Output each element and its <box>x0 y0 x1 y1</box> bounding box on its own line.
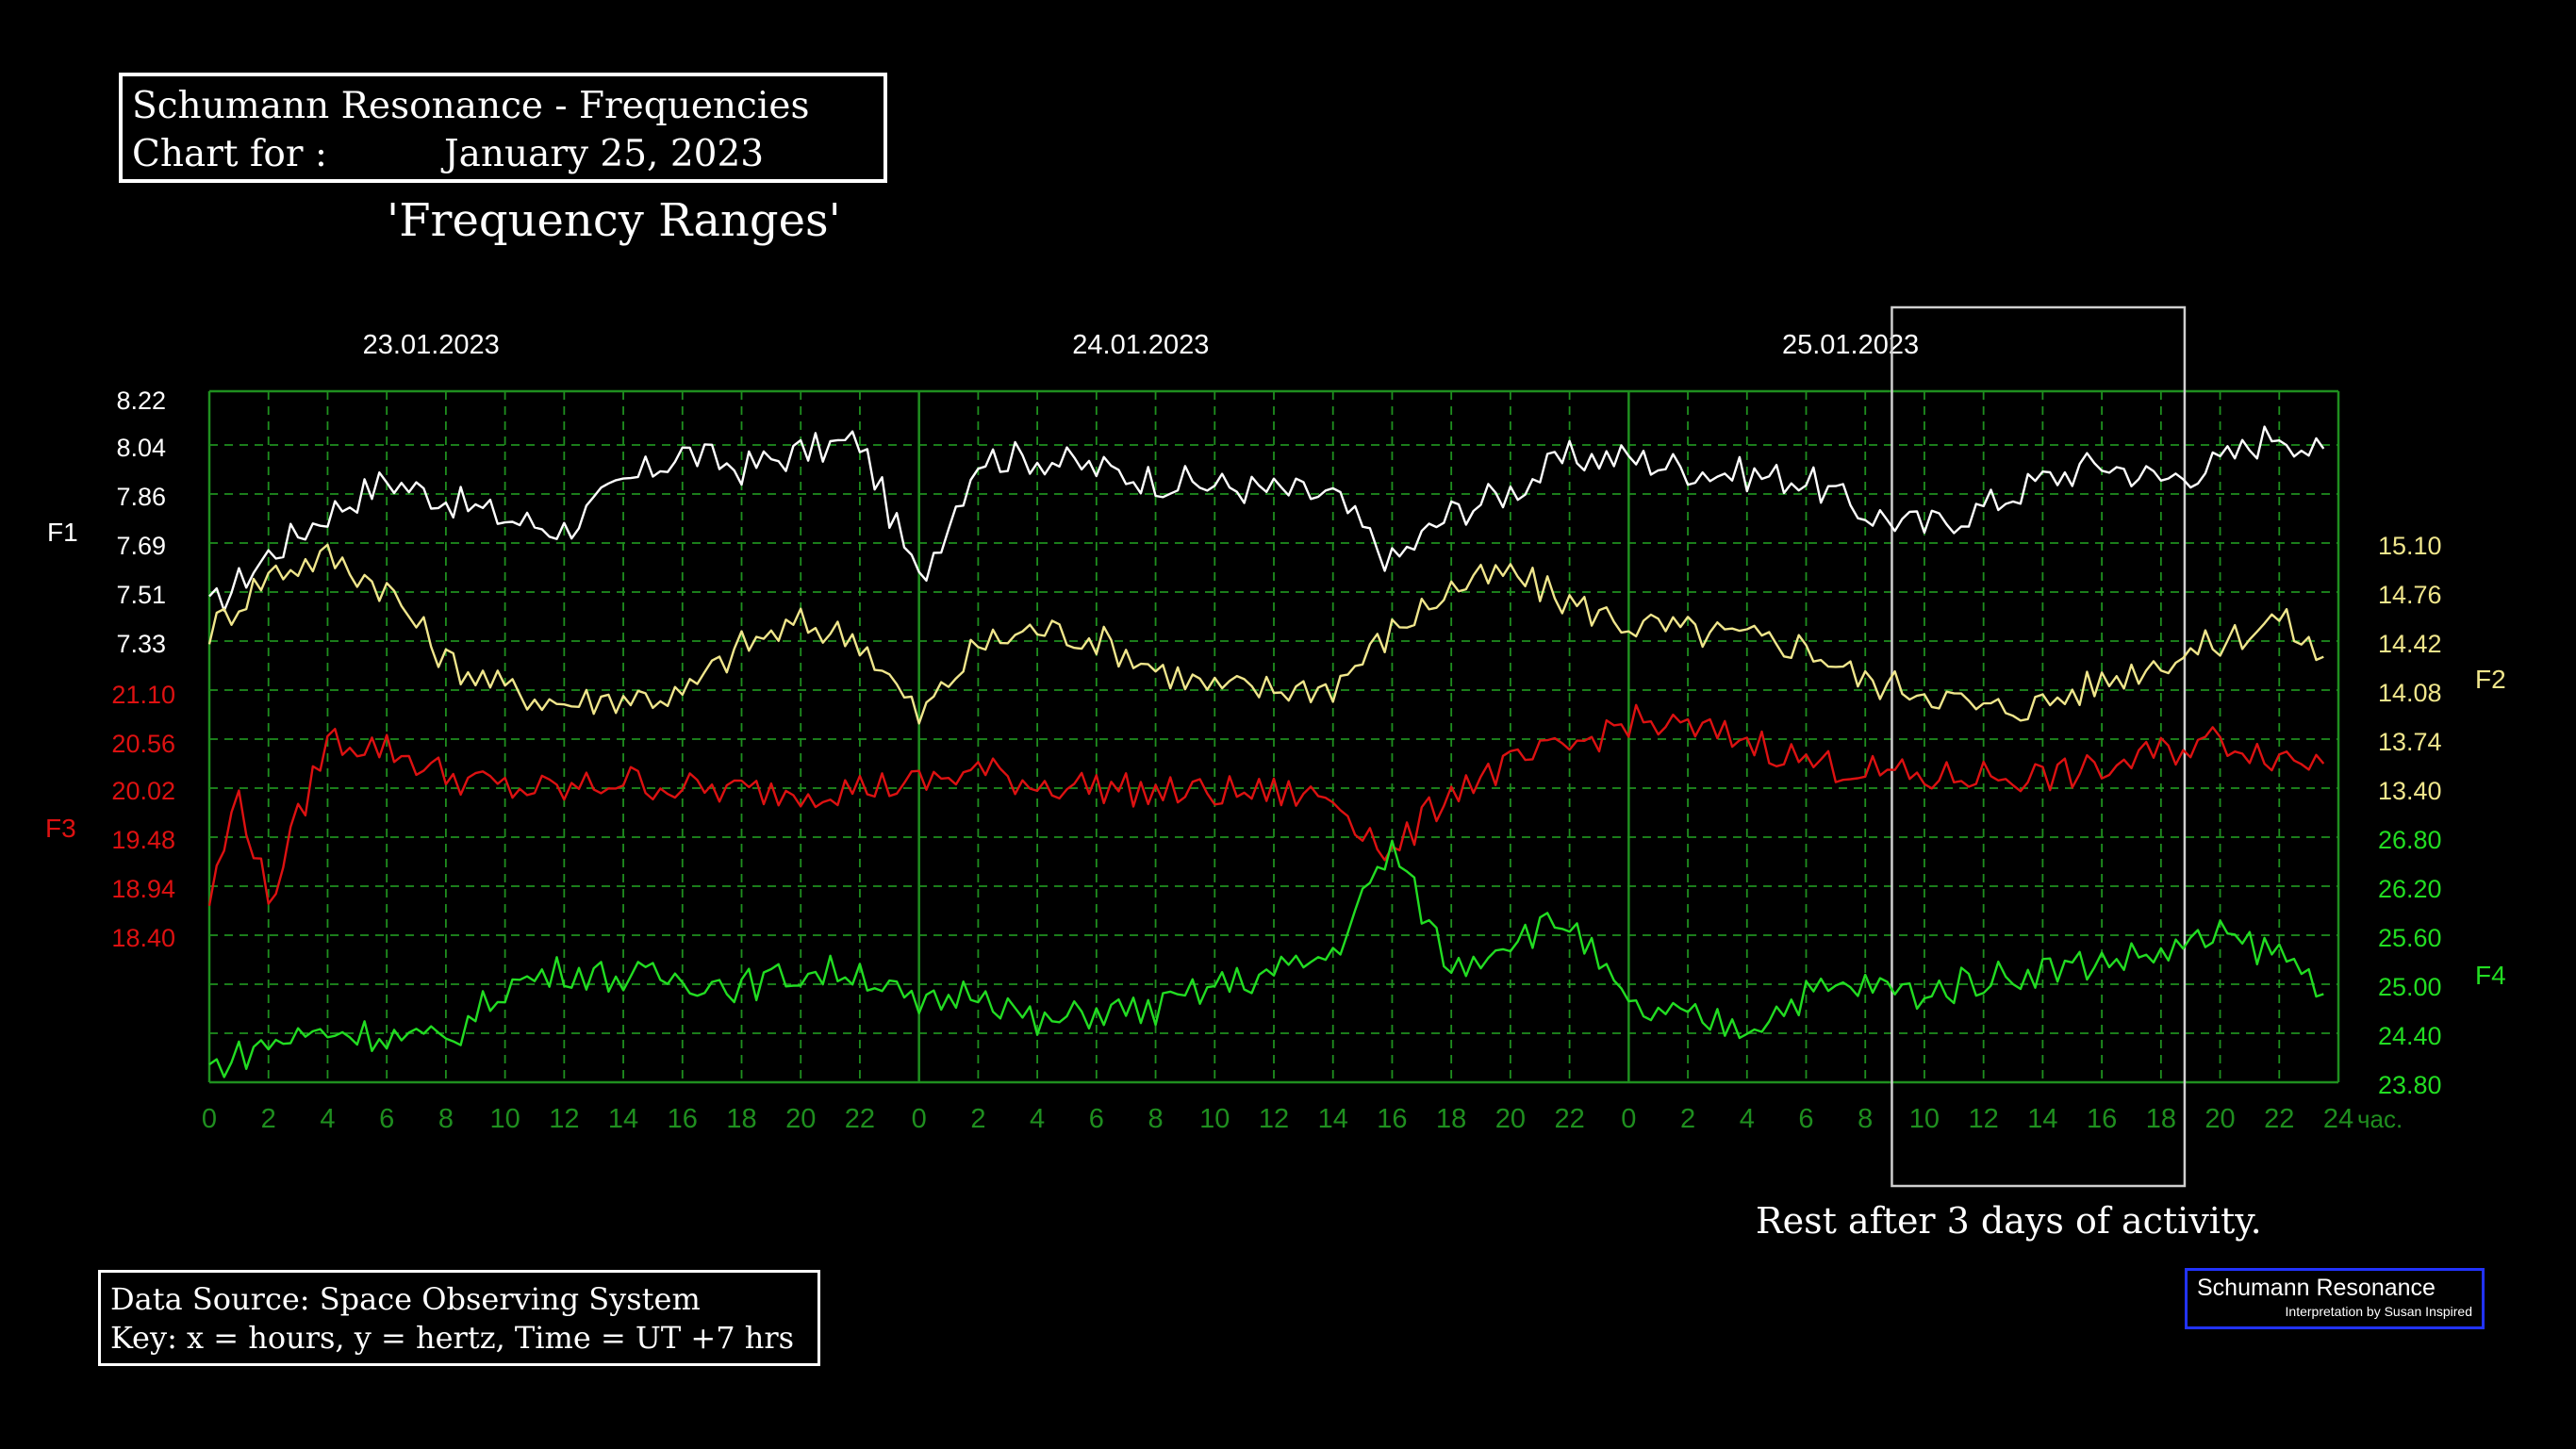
x-tick-label: 14 <box>2027 1104 2057 1134</box>
f1-tick-label: 7.33 <box>116 630 166 658</box>
x-tick-label: 6 <box>1089 1104 1104 1134</box>
x-tick-label: 12 <box>1259 1104 1289 1134</box>
x-tick-label: 20 <box>785 1104 816 1134</box>
x-tick-label: 10 <box>489 1104 520 1134</box>
f4-tick-label: 23.80 <box>2378 1071 2442 1099</box>
f4-tick-label: 26.20 <box>2378 875 2442 903</box>
highlight-box <box>1891 305 2187 1188</box>
data-source-text: Data Source: Space Observing System <box>110 1281 701 1317</box>
x-tick-label: 24 <box>2323 1104 2353 1134</box>
chart-subtitle: 'Frequency Ranges' <box>387 194 841 247</box>
chart-date-line: Chart for : January 25, 2023 <box>132 133 765 175</box>
x-tick-label: 6 <box>1798 1104 1813 1134</box>
x-tick-label: 0 <box>1621 1104 1636 1134</box>
brand-logo-box: Schumann Resonance Interpretation by Sus… <box>2185 1268 2485 1329</box>
f1-tick-label: 7.69 <box>116 532 166 560</box>
x-tick-label: 22 <box>845 1104 875 1134</box>
x-tick-label: 12 <box>1969 1104 1999 1134</box>
x-tick-label: 10 <box>1909 1104 1940 1134</box>
chart-title-box: Schumann Resonance - Frequencies Chart f… <box>119 73 887 183</box>
x-tick-label: 4 <box>1740 1104 1755 1134</box>
x-tick-label: 18 <box>726 1104 756 1134</box>
x-tick-label: 8 <box>1858 1104 1873 1134</box>
f1-tick-label: 7.51 <box>116 581 166 609</box>
series-line-f4 <box>208 839 2324 1079</box>
f1-tick-label: 8.04 <box>116 434 166 462</box>
x-tick-label: 14 <box>608 1104 638 1134</box>
x-tick-label: 6 <box>379 1104 394 1134</box>
x-tick-label: 8 <box>1148 1104 1163 1134</box>
f4-tick-label: 25.00 <box>2378 973 2442 1001</box>
series-line-f1 <box>208 425 2325 612</box>
f3-tick-label: 21.10 <box>111 681 175 709</box>
series-line-f2 <box>207 543 2324 725</box>
f1-axis-label: F1 <box>47 518 78 547</box>
f4-tick-label: 24.40 <box>2378 1022 2442 1050</box>
f3-tick-label: 20.02 <box>111 777 175 805</box>
x-tick-label: 12 <box>549 1104 579 1134</box>
x-tick-label: 16 <box>2087 1104 2117 1134</box>
data-source-box: Data Source: Space Observing System Key:… <box>98 1270 820 1366</box>
brand-credit: Interpretation by Susan Inspired <box>2285 1304 2472 1319</box>
f4-axis-label: F4 <box>2475 961 2506 990</box>
x-tick-label: 4 <box>320 1104 335 1134</box>
x-tick-label: 0 <box>202 1104 217 1134</box>
x-tick-label: 18 <box>1436 1104 1466 1134</box>
x-tick-label: 0 <box>912 1104 927 1134</box>
x-tick-label: 10 <box>1199 1104 1230 1134</box>
key-text: Key: x = hours, y = hertz, Time = UT +7 … <box>110 1320 795 1356</box>
f4-tick-label: 25.60 <box>2378 924 2442 952</box>
f2-tick-label: 15.10 <box>2378 532 2442 560</box>
day-label: 25.01.2023 <box>1782 330 1919 360</box>
f2-axis-label: F2 <box>2475 665 2506 694</box>
x-tick-label: 2 <box>1680 1104 1695 1134</box>
chart-title: Schumann Resonance - Frequencies <box>132 85 810 127</box>
f3-tick-label: 20.56 <box>111 730 175 758</box>
x-tick-label: 22 <box>1554 1104 1584 1134</box>
f3-tick-label: 18.94 <box>111 875 175 903</box>
day-label: 24.01.2023 <box>1072 330 1209 360</box>
x-tick-label: 20 <box>2204 1104 2235 1134</box>
chart-annotation: Rest after 3 days of activity. <box>1756 1200 2262 1242</box>
x-tick-label: 2 <box>261 1104 276 1134</box>
f3-axis-label: F3 <box>45 814 76 843</box>
day-label: 23.01.2023 <box>363 330 500 360</box>
x-unit-label: час. <box>2357 1105 2403 1133</box>
f2-tick-label: 14.76 <box>2378 581 2442 609</box>
f1-tick-label: 7.86 <box>116 483 166 511</box>
x-tick-label: 16 <box>668 1104 698 1134</box>
series-line-f3 <box>207 703 2325 907</box>
f2-tick-label: 14.08 <box>2378 679 2442 707</box>
f4-tick-label: 26.80 <box>2378 826 2442 854</box>
brand-title: Schumann Resonance <box>2197 1275 2436 1301</box>
f1-tick-label: 8.22 <box>116 387 166 415</box>
x-tick-label: 16 <box>1377 1104 1407 1134</box>
f2-tick-label: 13.40 <box>2378 777 2442 805</box>
f2-tick-label: 13.74 <box>2378 728 2442 756</box>
f3-tick-label: 18.40 <box>111 924 175 952</box>
x-tick-label: 18 <box>2146 1104 2176 1134</box>
x-tick-label: 2 <box>970 1104 985 1134</box>
x-tick-label: 14 <box>1318 1104 1348 1134</box>
f2-tick-label: 14.42 <box>2378 630 2442 658</box>
f3-tick-label: 19.48 <box>111 826 175 854</box>
x-tick-label: 4 <box>1030 1104 1045 1134</box>
x-tick-label: 20 <box>1495 1104 1526 1134</box>
x-tick-label: 8 <box>438 1104 454 1134</box>
x-tick-label: 22 <box>2264 1104 2294 1134</box>
